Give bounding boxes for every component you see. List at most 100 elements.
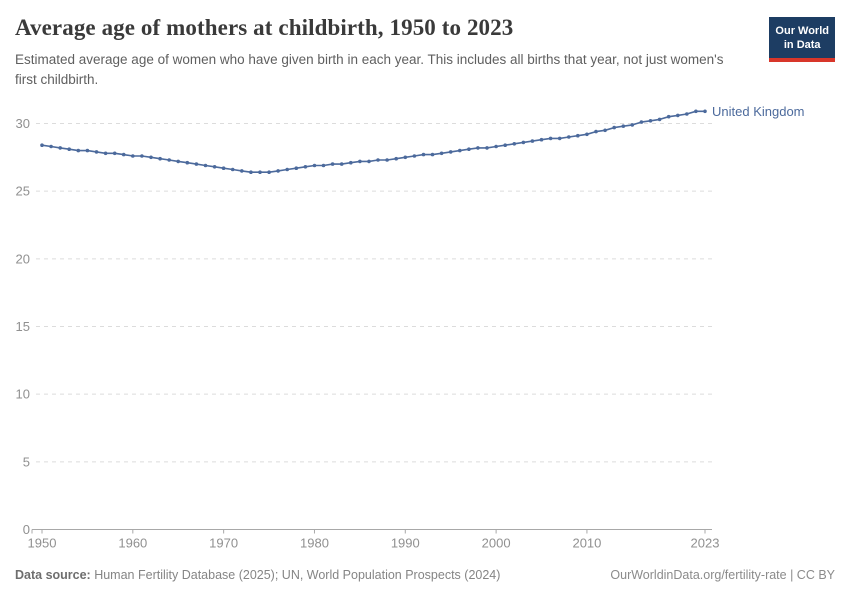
data-source-text: Human Fertility Database (2025); UN, Wor… [90, 568, 501, 582]
data-point-1994 [439, 151, 444, 156]
owid-logo[interactable]: Our World in Data [769, 17, 835, 62]
data-point-1970 [221, 166, 226, 170]
citation-text[interactable]: OurWorldinData.org/fertility-rate | CC B… [610, 568, 835, 582]
y-tick-label-5: 5 [23, 454, 30, 469]
footer: Data source: Human Fertility Database (2… [15, 568, 835, 582]
data-point-2022 [694, 109, 698, 114]
data-point-1972 [240, 169, 244, 173]
data-point-1981 [321, 163, 326, 168]
data-point-2002 [512, 142, 517, 146]
data-point-2004 [530, 139, 535, 143]
data-point-1990 [403, 155, 408, 160]
data-point-1962 [149, 155, 153, 160]
entity-label-united-kingdom[interactable]: United Kingdom [712, 104, 805, 119]
data-point-2020 [676, 113, 680, 118]
data-point-2000 [494, 144, 498, 149]
data-point-1966 [185, 160, 190, 165]
data-point-2015 [630, 123, 635, 127]
data-point-1998 [476, 146, 480, 150]
data-point-1973 [249, 170, 253, 174]
data-point-1961 [140, 154, 144, 158]
series-line-group[interactable] [40, 109, 707, 175]
data-point-1957 [103, 151, 108, 156]
data-point-1996 [458, 148, 462, 153]
logo-text-line1: Our World [775, 25, 829, 37]
data-point-1952 [58, 146, 62, 150]
data-point-2013 [612, 125, 616, 130]
x-tick-label-2023: 2023 [691, 536, 720, 551]
x-tick-label-1950: 1950 [28, 536, 57, 551]
data-point-1976 [276, 169, 280, 173]
data-point-1979 [303, 165, 308, 169]
data-point-1955 [85, 148, 90, 153]
data-point-2008 [567, 135, 571, 139]
x-tick-label-1960: 1960 [118, 536, 147, 551]
data-point-2023 [703, 109, 707, 114]
data-point-1959 [121, 152, 126, 157]
data-point-2007 [557, 136, 562, 141]
data-point-1950 [40, 143, 44, 147]
y-tick-label-15: 15 [16, 319, 30, 334]
data-point-1954 [76, 148, 81, 153]
data-point-1978 [294, 166, 299, 170]
data-point-1995 [448, 150, 453, 154]
data-point-1993 [430, 152, 435, 157]
data-source-label: Data source: [15, 568, 91, 582]
y-tick-label-25: 25 [16, 184, 30, 199]
page-subtitle: Estimated average age of women who have … [15, 52, 724, 87]
data-point-1963 [158, 156, 162, 161]
x-tick-label-1980: 1980 [300, 536, 329, 551]
data-point-1977 [285, 167, 290, 172]
data-point-1971 [230, 167, 235, 172]
data-point-1974 [258, 170, 262, 174]
axis-layer: 1950 1960 1970 1980 1990 2000 2010 2023 [28, 529, 720, 551]
data-point-1987 [376, 158, 380, 162]
grid-layer: 0 5 10 15 20 25 30 [16, 116, 712, 537]
data-point-1968 [203, 163, 208, 168]
data-point-1975 [267, 170, 271, 174]
data-point-1967 [194, 162, 199, 166]
x-tick-label-1990: 1990 [391, 536, 420, 551]
data-point-2010 [585, 132, 589, 137]
data-point-2017 [648, 119, 653, 123]
y-tick-label-0: 0 [23, 522, 30, 537]
data-point-2016 [639, 120, 644, 124]
data-point-1982 [330, 162, 335, 166]
data-point-2018 [657, 117, 662, 122]
data-point-2001 [503, 143, 508, 147]
data-point-2003 [521, 140, 526, 145]
data-point-1969 [212, 165, 217, 169]
data-point-1980 [312, 163, 317, 168]
data-point-1964 [167, 158, 171, 162]
data-point-1984 [349, 160, 353, 165]
page-title: Average age of mothers at childbirth, 19… [15, 15, 514, 40]
data-point-1956 [94, 150, 99, 154]
series-line-united-kingdom[interactable] [41, 110, 706, 173]
data-point-1992 [421, 152, 426, 157]
data-source-line: Data source: Human Fertility Database (2… [15, 568, 500, 582]
data-point-2021 [685, 112, 689, 116]
data-point-1991 [412, 154, 417, 158]
data-point-1997 [467, 147, 471, 151]
x-tick-label-2000: 2000 [482, 536, 511, 551]
x-tick-label-2010: 2010 [572, 536, 601, 551]
y-tick-label-20: 20 [16, 251, 30, 266]
data-point-1960 [131, 154, 135, 158]
data-point-1985 [358, 159, 362, 164]
data-point-1999 [485, 146, 489, 150]
data-point-1989 [394, 156, 399, 161]
data-point-2011 [594, 129, 598, 134]
header: Average age of mothers at childbirth, 19… [15, 15, 835, 89]
data-point-2005 [539, 137, 544, 142]
x-tick-label-1970: 1970 [209, 536, 238, 551]
data-point-1988 [385, 158, 389, 162]
data-point-1965 [176, 159, 180, 164]
data-point-1986 [367, 159, 371, 164]
data-point-2009 [576, 133, 580, 138]
y-tick-label-10: 10 [16, 387, 30, 402]
data-point-1953 [67, 147, 71, 151]
data-point-1958 [112, 151, 117, 156]
data-point-2012 [603, 128, 607, 133]
logo-text-line2: in Data [783, 38, 821, 51]
